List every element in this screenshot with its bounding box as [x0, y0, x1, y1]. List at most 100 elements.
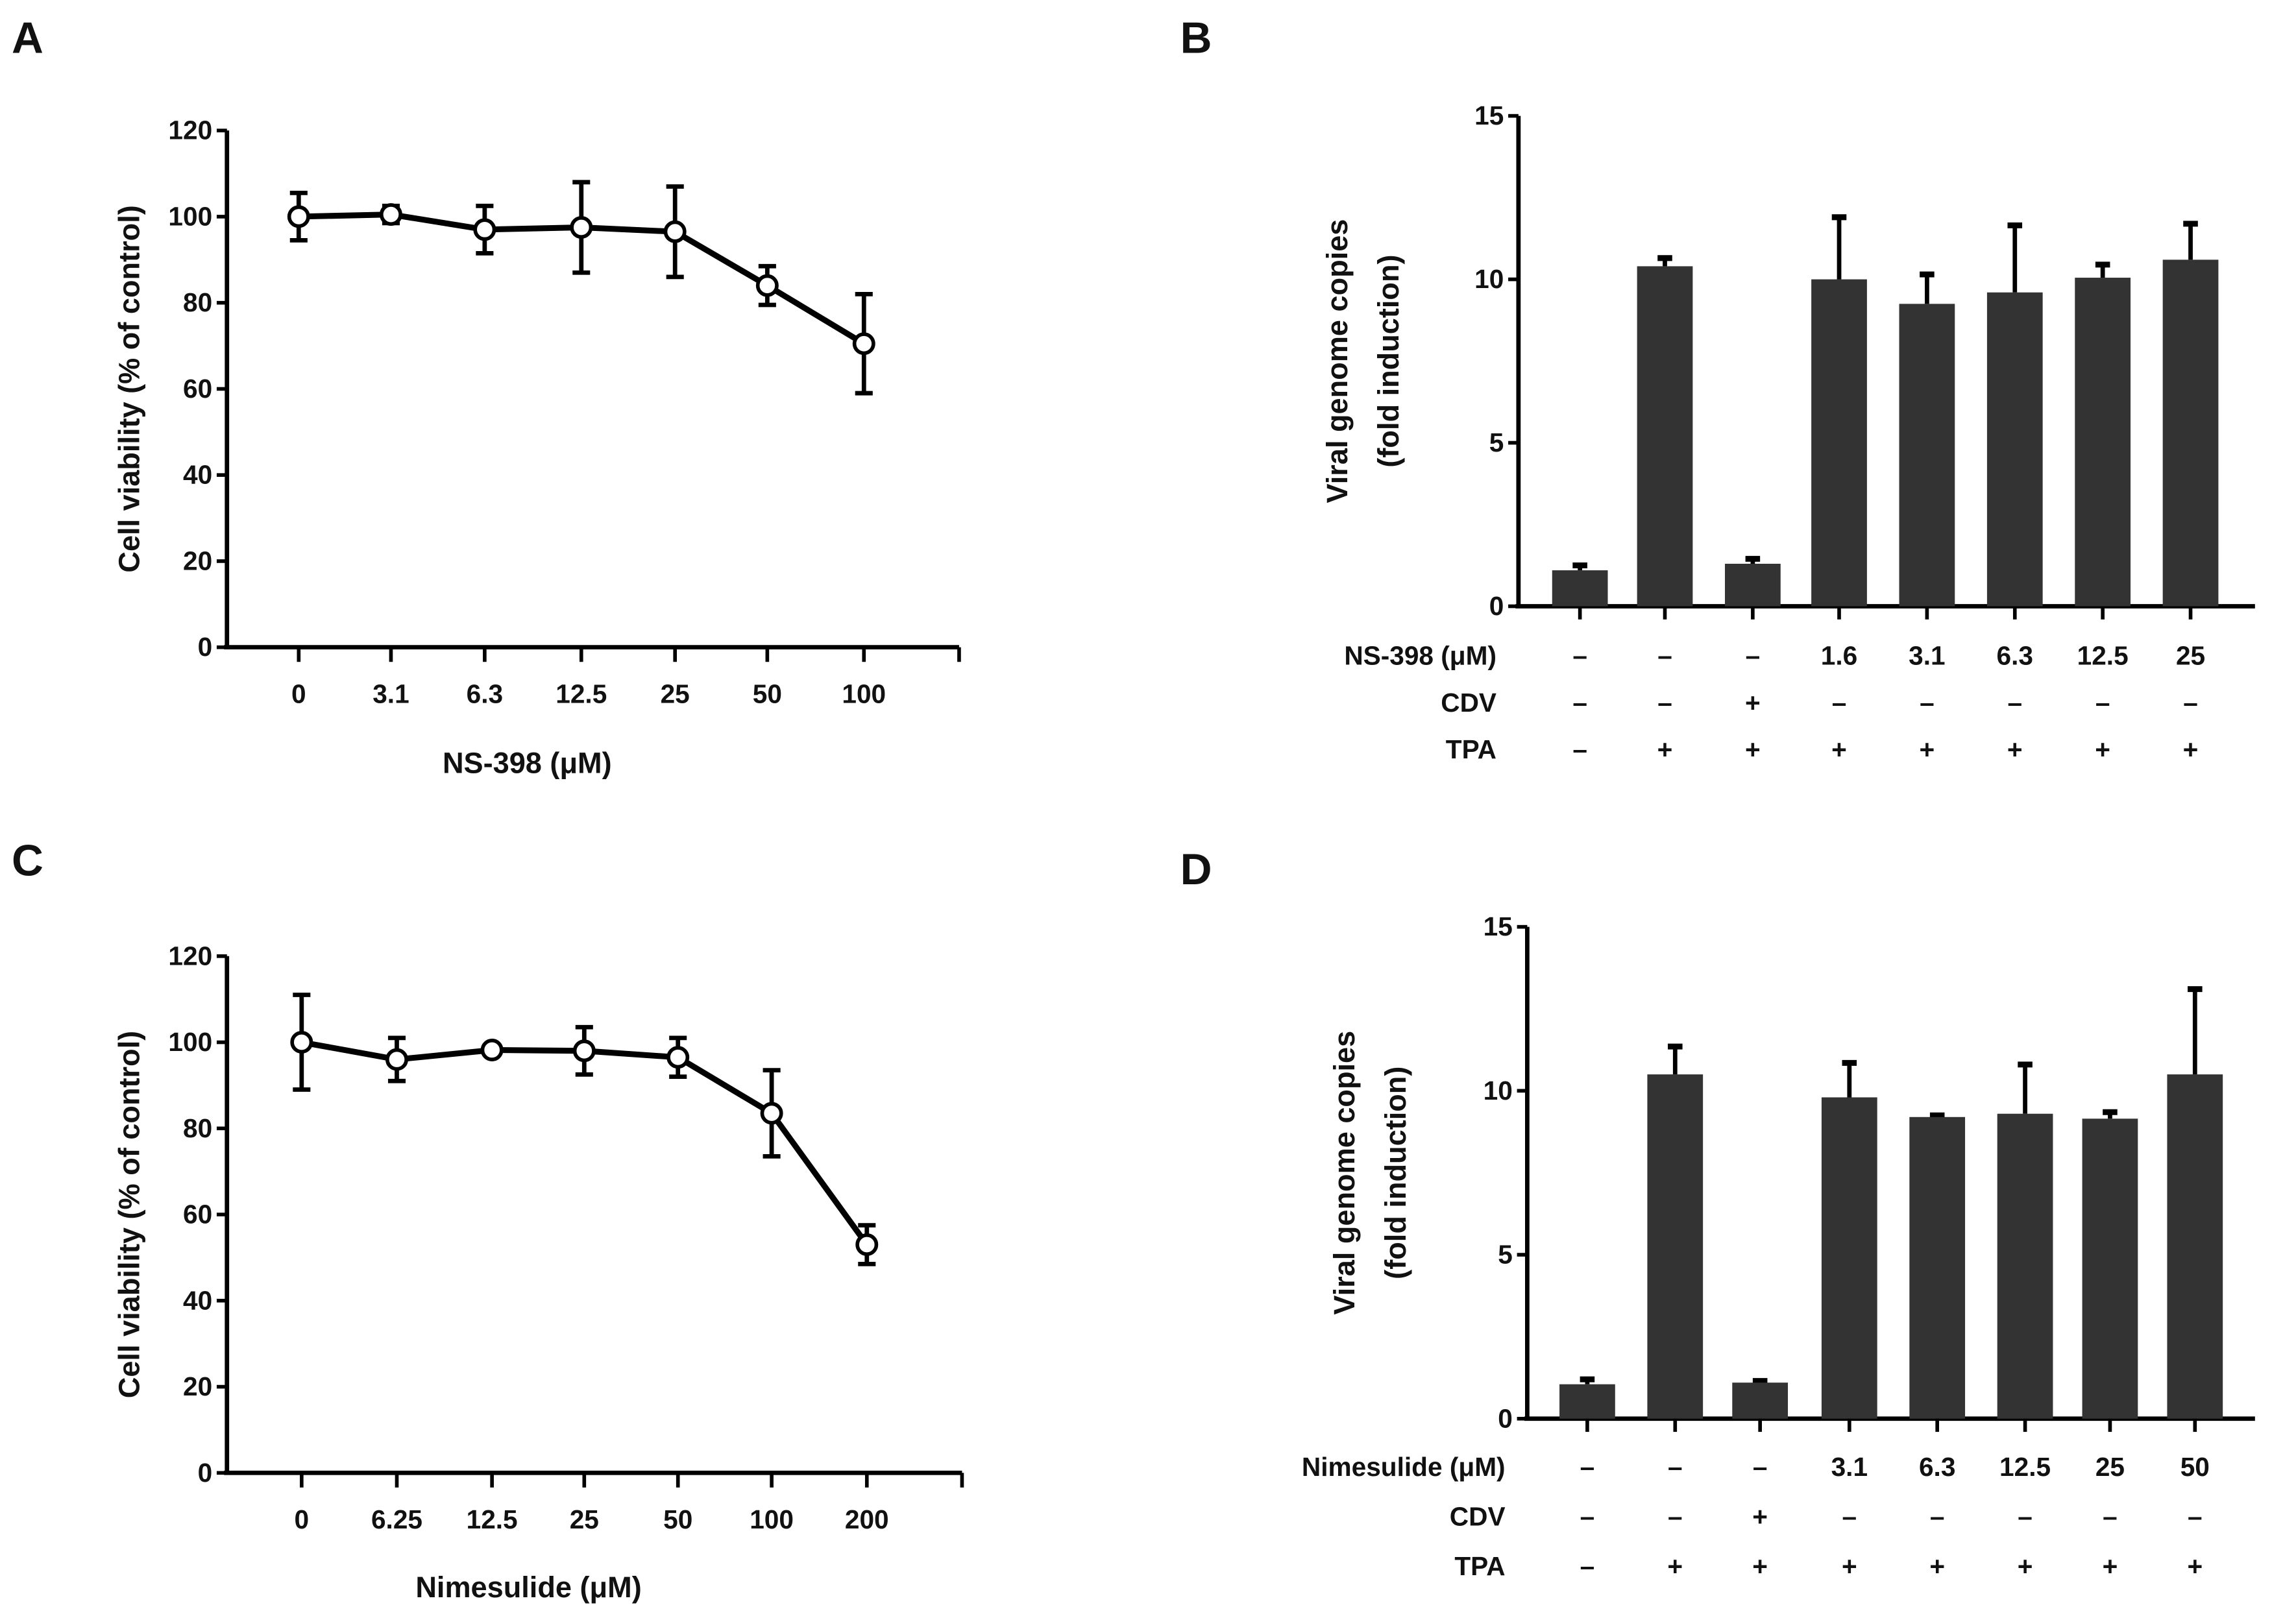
data-point: [570, 216, 593, 239]
bar: [1647, 1074, 1704, 1419]
row-cell: –: [1572, 641, 1587, 671]
x-tick-label: 200: [845, 1504, 889, 1534]
x-tick-label: 12.5: [556, 679, 607, 708]
data-point: [379, 203, 402, 226]
y-tick-label: 10: [1484, 1076, 1513, 1105]
row-cell: 6.3: [1997, 641, 2033, 671]
row-cell: +: [1667, 1551, 1683, 1581]
bar: [1909, 1117, 1966, 1419]
row-label: NS-398 (μM): [1344, 641, 1496, 671]
row-cell: 3.1: [1831, 1452, 1868, 1482]
x-tick-label: 0: [291, 679, 306, 708]
x-axis-label: Nimesulide (μM): [415, 1571, 641, 1604]
y-tick-label: 80: [183, 287, 212, 317]
data-point: [290, 1031, 313, 1054]
row-cell: +: [1745, 734, 1761, 764]
bar: [1811, 279, 1867, 607]
row-label: CDV: [1450, 1501, 1506, 1531]
x-tick-label: 50: [663, 1504, 692, 1534]
row-label: Nimesulide (μM): [1302, 1452, 1506, 1482]
row-label: TPA: [1446, 734, 1496, 764]
y-tick-label: 0: [198, 632, 213, 662]
x-tick-label: 3.1: [372, 679, 409, 708]
y-axis-label: (fold induction): [1372, 254, 1405, 467]
row-cell: +: [1657, 734, 1673, 764]
x-tick-label: 6.25: [371, 1504, 422, 1534]
bar: [1899, 304, 1955, 607]
y-tick-label: 15: [1474, 101, 1504, 130]
bar: [2075, 278, 2131, 607]
row-cell: 1.6: [1821, 641, 1857, 671]
bar: [1725, 563, 1781, 607]
y-tick-label: 20: [183, 546, 212, 575]
row-cell: –: [1753, 1452, 1768, 1482]
x-tick-label: 6.3: [467, 679, 503, 708]
bar: [2082, 1118, 2138, 1419]
data-point: [755, 274, 779, 297]
panel-b: B 0 5 10 15 Viral genome copies (fold inductio…: [1180, 14, 2255, 764]
y-tick-label: 40: [183, 460, 212, 490]
row-cell: 50: [2180, 1452, 2210, 1482]
bar: [1821, 1097, 1877, 1419]
y-tick-label: 0: [1489, 591, 1504, 621]
row-cell: –: [1746, 641, 1761, 671]
x-tick-label: 100: [842, 679, 886, 708]
row-cell: +: [2187, 1551, 2203, 1581]
data-point: [760, 1102, 783, 1125]
row-cell: +: [1745, 688, 1761, 718]
panel-a: A 0 20 40 60 80 100 120 Cell viability (% of con…: [12, 14, 961, 780]
row-cell: –: [1657, 688, 1672, 718]
data-point: [287, 205, 310, 228]
y-tick-label: 120: [168, 115, 212, 145]
row-cell: 12.5: [2077, 641, 2129, 671]
row-cell: 3.1: [1909, 641, 1945, 671]
x-tick-label: 0: [295, 1504, 310, 1534]
row-cell: –: [2188, 1501, 2203, 1531]
y-tick-label: 15: [1484, 912, 1513, 941]
y-tick-label: 5: [1498, 1240, 1513, 1270]
row-cell: –: [2018, 1501, 2033, 1531]
row-cell: –: [1572, 734, 1587, 764]
data-point: [663, 220, 687, 243]
row-label: CDV: [1441, 688, 1496, 718]
data-point: [385, 1048, 408, 1071]
row-cell: –: [2007, 688, 2022, 718]
row-cell: +: [2018, 1551, 2033, 1581]
x-axis-label: NS-398 (μM): [443, 747, 612, 780]
row-label: TPA: [1454, 1551, 1505, 1581]
row-cell: –: [2103, 1501, 2118, 1531]
y-tick-label: 5: [1489, 428, 1504, 457]
panel-label: D: [1180, 845, 1212, 894]
y-tick-label: 20: [183, 1371, 212, 1401]
row-cell: +: [1752, 1501, 1768, 1531]
y-tick-label: 40: [183, 1285, 212, 1315]
row-cell: –: [1572, 688, 1587, 718]
row-cell: –: [1832, 688, 1847, 718]
row-cell: 25: [2176, 641, 2205, 671]
row-cell: 6.3: [1919, 1452, 1955, 1482]
data-point: [855, 1233, 879, 1256]
row-cell: –: [1668, 1501, 1683, 1531]
row-cell: 25: [2095, 1452, 2125, 1482]
data-point: [666, 1046, 690, 1069]
bar: [1986, 292, 2043, 607]
x-tick-label: 25: [570, 1504, 599, 1534]
row-cell: –: [1668, 1452, 1683, 1482]
panel-c: C 0 20 40 60 80 100 120 Cell viability (% of con…: [12, 837, 964, 1604]
bar: [2162, 260, 2219, 607]
row-cell: +: [1842, 1551, 1857, 1581]
row-cell: –: [2183, 688, 2198, 718]
x-tick-label: 25: [661, 679, 690, 708]
bar: [1732, 1383, 1789, 1419]
y-axis-label: Viral genome copies: [1321, 219, 1354, 503]
y-tick-label: 80: [183, 1113, 212, 1143]
y-tick-label: 60: [183, 1200, 212, 1229]
row-cell: +: [2183, 734, 2199, 764]
row-cell: –: [2095, 688, 2110, 718]
row-cell: +: [1752, 1551, 1768, 1581]
row-cell: –: [1920, 688, 1935, 718]
bar: [2167, 1074, 2223, 1419]
y-axis-label: Viral genome copies: [1328, 1031, 1361, 1315]
row-cell: –: [1930, 1501, 1945, 1531]
